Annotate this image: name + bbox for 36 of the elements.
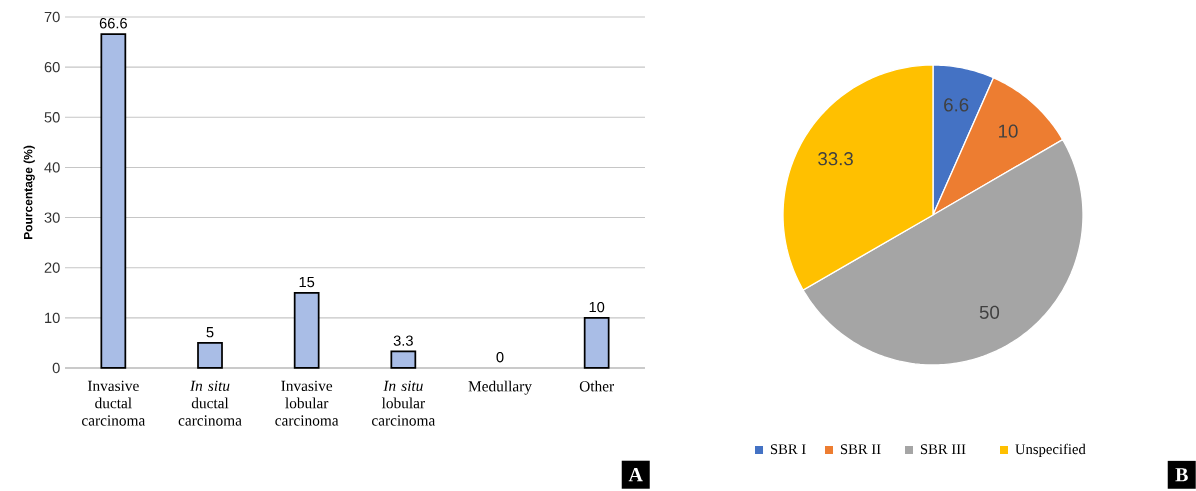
data-label: 5 bbox=[206, 327, 214, 338]
data-label: 6.6 bbox=[944, 98, 969, 112]
text: A bbox=[628, 468, 643, 482]
y-tick-label: 70 bbox=[44, 11, 60, 23]
y-tick-label: 40 bbox=[44, 162, 60, 173]
y-tick-label: 0 bbox=[52, 362, 60, 374]
y-tick-label: 30 bbox=[44, 212, 60, 223]
data-label: 10 bbox=[589, 301, 605, 313]
data-label: 33.3 bbox=[818, 152, 853, 166]
y-tick-label: 20 bbox=[44, 262, 60, 273]
y-tick-label: 50 bbox=[44, 112, 60, 123]
x-tick-label: Invasive lobular carcinoma bbox=[275, 380, 339, 426]
y-tick-label: 10 bbox=[45, 312, 60, 324]
legend-label: Unspecified bbox=[1015, 443, 1086, 458]
x-tick-label: Invasive ductal carcinoma bbox=[82, 380, 146, 426]
data-label: 10 bbox=[999, 124, 1018, 138]
legend-label: SBR I bbox=[770, 444, 806, 455]
x-tick-label: In situ ductal carcinoma bbox=[178, 380, 242, 426]
bar bbox=[390, 350, 417, 369]
data-label: 66.6 bbox=[99, 18, 127, 29]
y-axis-title: Pourcentage (%) bbox=[23, 145, 35, 240]
x-tick-label: Other bbox=[579, 380, 614, 392]
legend-label: SBR II bbox=[840, 444, 881, 455]
bar bbox=[100, 33, 127, 369]
x-tick-label: Medullary bbox=[468, 380, 532, 395]
x-tick-label: In situ lobular carcinoma bbox=[372, 380, 436, 426]
bar bbox=[197, 342, 223, 369]
legend-label: SBR III bbox=[920, 444, 966, 455]
y-tick-label: 60 bbox=[44, 61, 60, 73]
text: B bbox=[1175, 468, 1188, 482]
data-label: 3.3 bbox=[393, 335, 413, 346]
data-label: 50 bbox=[979, 305, 1000, 319]
bar bbox=[293, 291, 320, 369]
data-label: 15 bbox=[299, 276, 315, 288]
bar bbox=[583, 316, 610, 369]
data-label: 0 bbox=[496, 352, 504, 363]
